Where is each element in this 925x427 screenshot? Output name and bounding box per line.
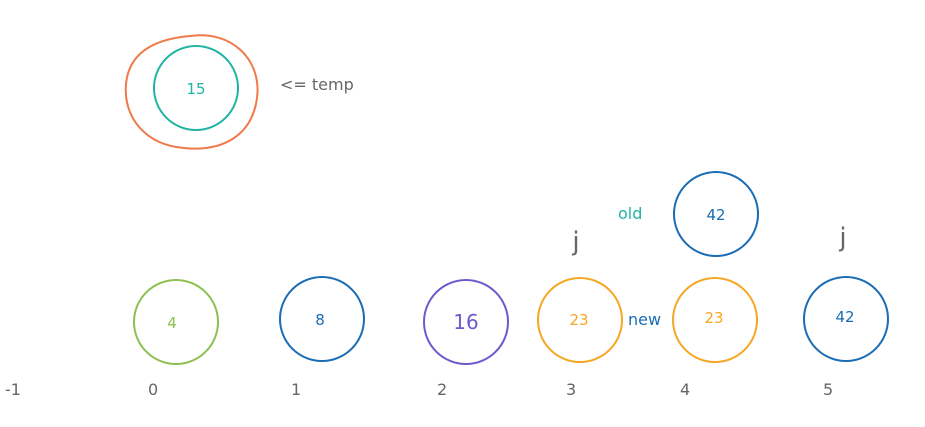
array-node-3: 23: [537, 277, 623, 363]
temp-group: 15 <= temp: [124, 34, 354, 150]
array-node-4: 23: [672, 277, 758, 363]
array-node-circle: [133, 279, 219, 365]
index-label: 2: [437, 380, 447, 399]
array-node-value: 4: [167, 314, 177, 332]
array-node-circle: [537, 277, 623, 363]
array-node-value: 16: [453, 310, 478, 334]
array-node-circle: [279, 276, 365, 362]
index-label: 5: [823, 380, 833, 399]
temp-label: <= temp: [280, 75, 354, 94]
index-label: 3: [566, 380, 576, 399]
array-node-value: 23: [704, 309, 723, 327]
temp-inner-circle: [153, 45, 239, 131]
array-node-0: 4: [133, 279, 219, 365]
floating-node-value: 42: [706, 206, 725, 224]
array-node-circle: [423, 279, 509, 365]
array-node-1: 8: [279, 276, 365, 362]
old-label: old: [618, 204, 642, 223]
array-node-circle: [803, 276, 889, 362]
index-label: 4: [680, 380, 690, 399]
j-marker-right: j: [838, 223, 846, 253]
array-node-5: 42: [803, 276, 889, 362]
index-label: -1: [5, 380, 21, 399]
index-label: 0: [148, 380, 158, 399]
array-node-value: 23: [569, 311, 588, 329]
floating-node-circle: [673, 171, 759, 257]
array-node-circle: [672, 277, 758, 363]
j-marker-left: j: [571, 227, 579, 257]
array-node-value: 42: [835, 308, 854, 326]
temp-outer-circle: [124, 34, 259, 150]
index-label: 1: [291, 380, 301, 399]
new-label: new: [628, 310, 661, 329]
floating-node-group: 42 old: [618, 171, 759, 257]
array-node-2: 16: [423, 279, 509, 365]
temp-value: 15: [186, 80, 205, 98]
array-node-value: 8: [315, 311, 325, 329]
